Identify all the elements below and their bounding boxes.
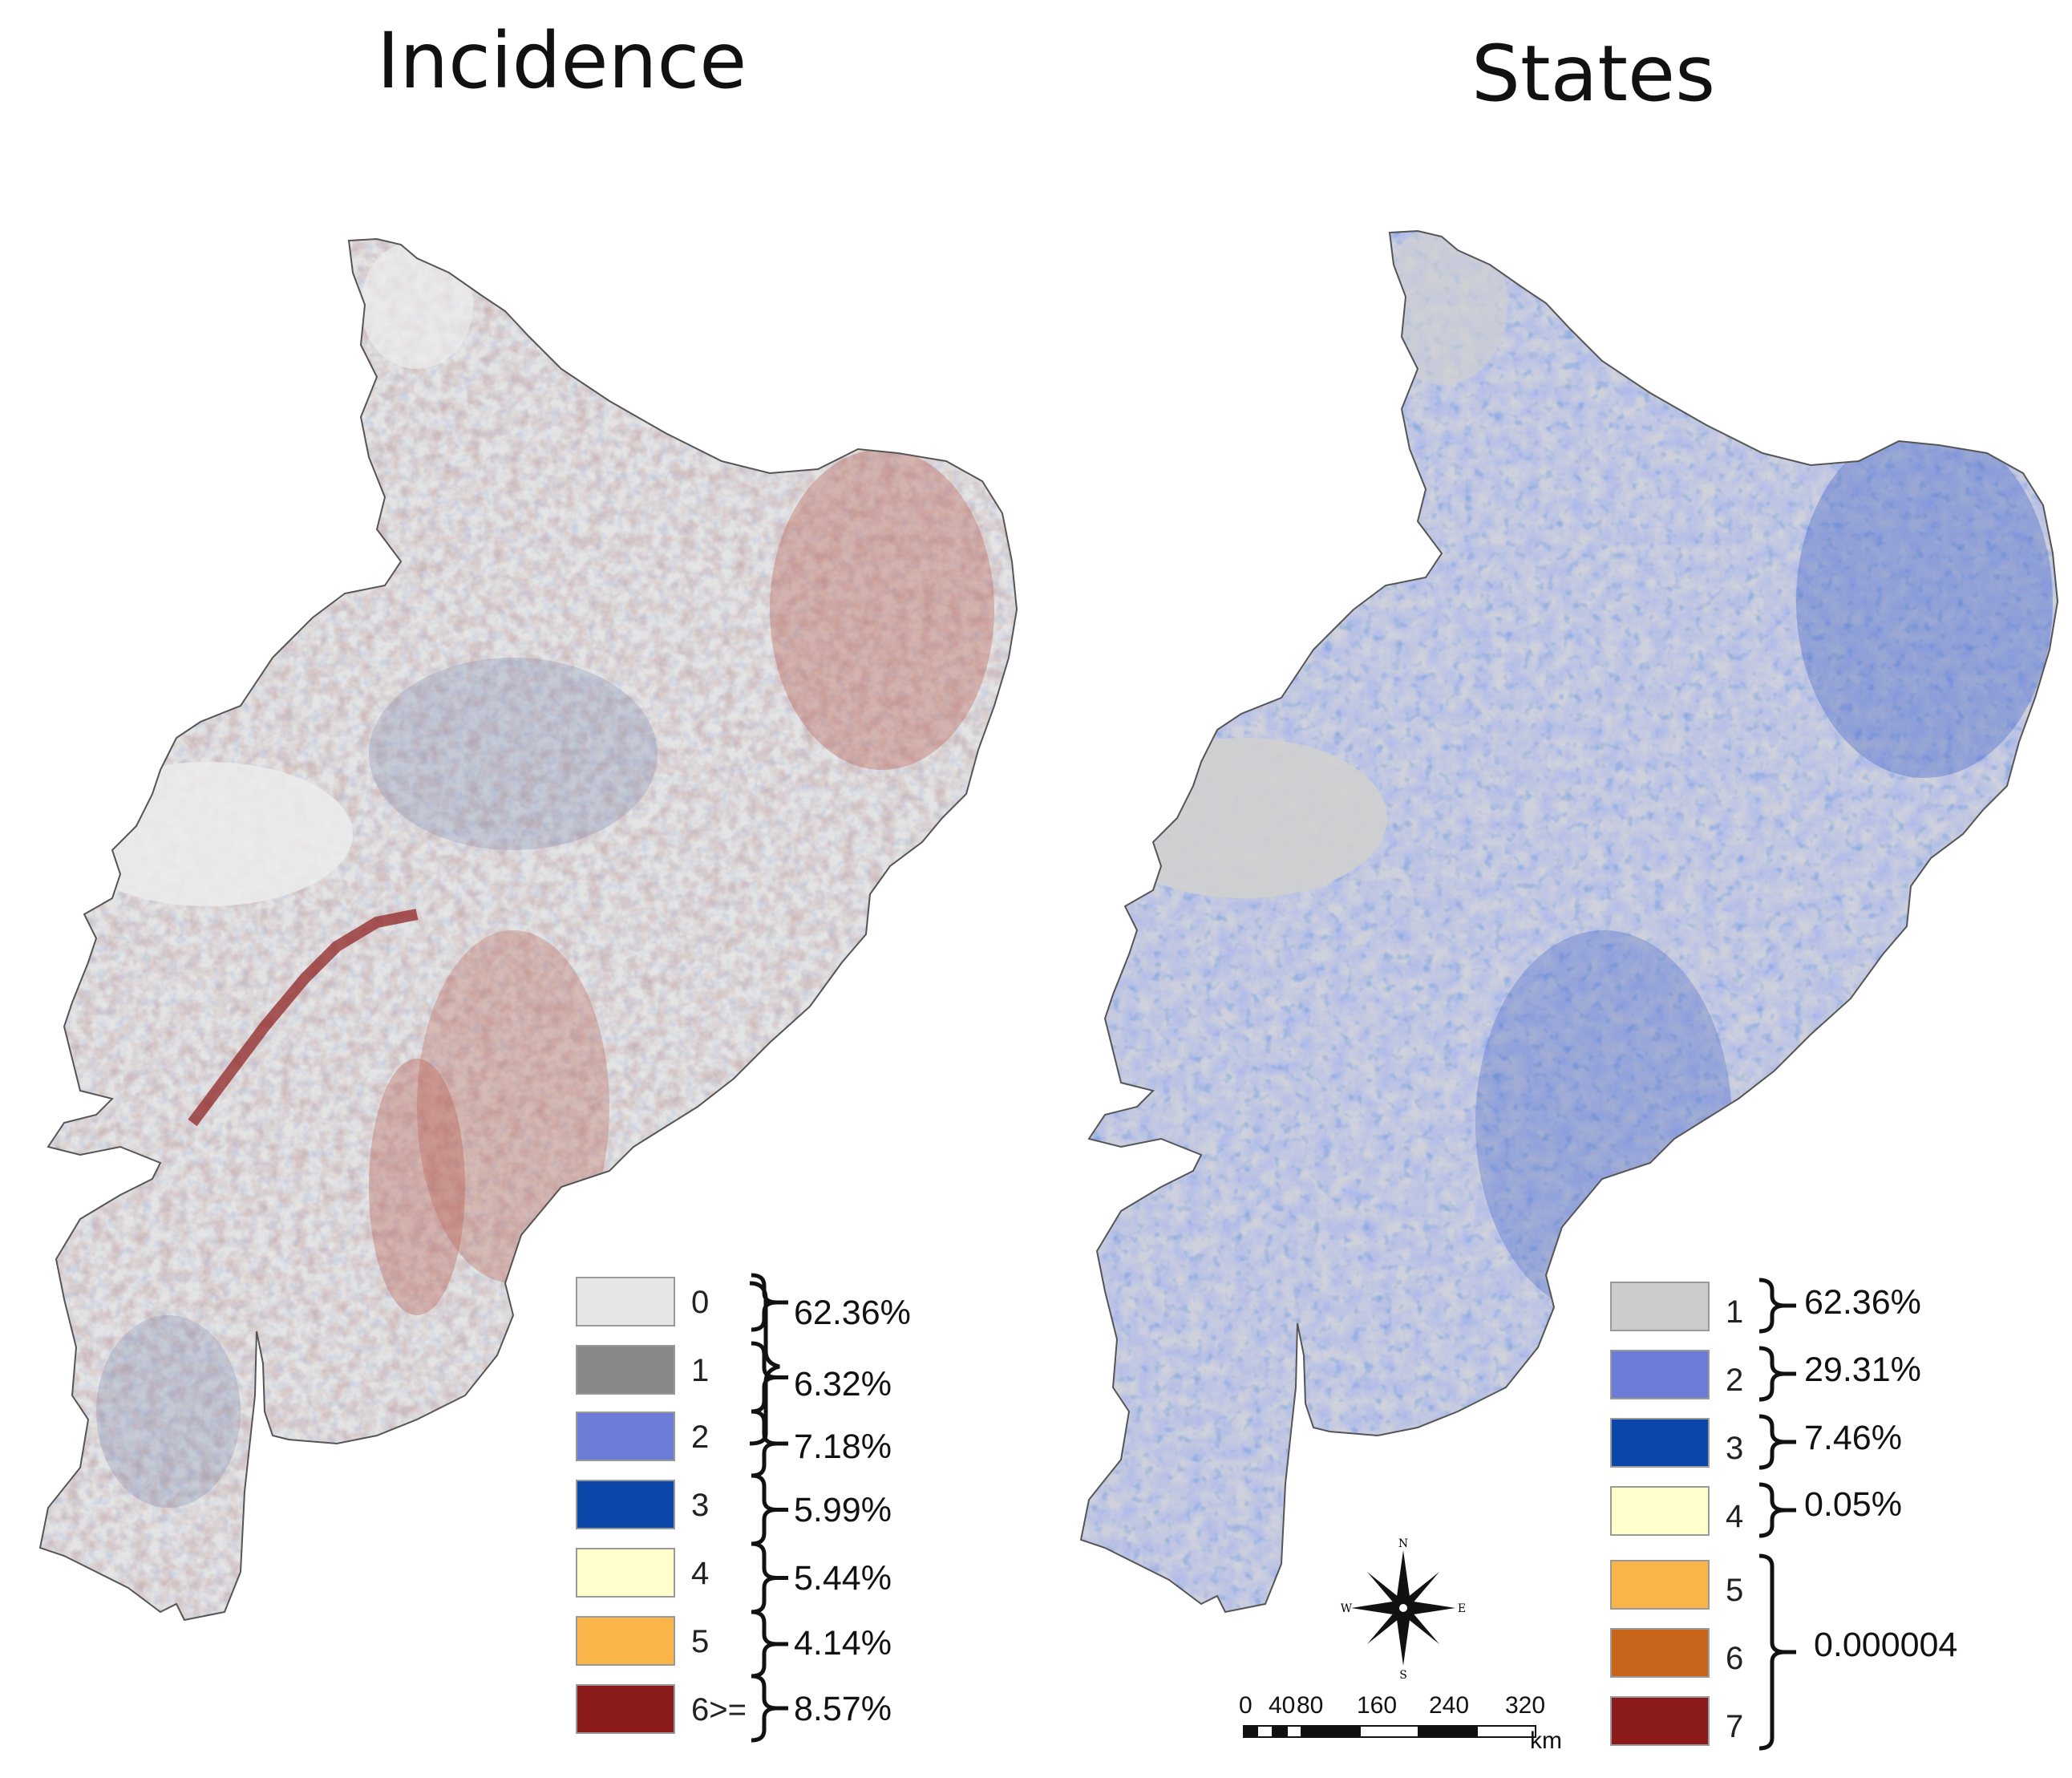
legend-bracket — [751, 1610, 788, 1679]
incidence-map — [39, 238, 1018, 1621]
legend-percentage: 62.36% — [1804, 1283, 1921, 1322]
legend-percentage: 4.14% — [794, 1624, 892, 1663]
scale-unit-label: km — [1530, 1727, 1562, 1754]
scale-tick-label: 0 — [1239, 1692, 1253, 1719]
legend-swatch-4 — [1610, 1560, 1710, 1610]
legend-class-label: 3 — [1726, 1431, 1744, 1466]
legend-class-label: 4 — [1726, 1499, 1744, 1534]
scale-tick-label: 160 — [1357, 1692, 1398, 1719]
scale-tick-label: 320 — [1505, 1692, 1546, 1719]
legend-class-label: 5 — [1726, 1573, 1744, 1608]
legend-swatch-3 — [1610, 1486, 1710, 1536]
legend-class-label: 6>= — [691, 1692, 747, 1727]
legend-percentage: 0.05% — [1804, 1485, 1902, 1524]
scale-bar-graphic — [1243, 1725, 1536, 1738]
legend-bracket — [751, 1674, 788, 1743]
legend-percentage: 7.46% — [1804, 1419, 1902, 1457]
legend-bracket — [1758, 1346, 1796, 1402]
legend-class-label: 4 — [691, 1556, 710, 1591]
scale-bar: 0 40 80 160 240 320 km — [1235, 1684, 1588, 1753]
incidence-title: Incidence — [377, 16, 747, 106]
legend-bracket — [1758, 1278, 1796, 1334]
legend-swatch-1 — [576, 1345, 675, 1395]
legend-swatch-2 — [576, 1411, 675, 1461]
legend-swatch-6 — [1610, 1696, 1710, 1746]
legend-swatch-0 — [1610, 1282, 1710, 1331]
scale-tick-label: 240 — [1429, 1692, 1470, 1719]
legend-percentage: 5.44% — [794, 1559, 892, 1598]
legend-class-label: 6 — [1726, 1641, 1744, 1676]
legend-swatch-5 — [576, 1616, 675, 1666]
north-label: N — [1398, 1537, 1408, 1550]
legend-class-label: 1 — [691, 1353, 710, 1388]
legend-percentage: 29.31% — [1804, 1351, 1921, 1389]
legend-bracket — [751, 1473, 788, 1546]
states-map — [1080, 230, 2058, 1613]
legend-swatch-1 — [1610, 1350, 1710, 1399]
legend-bracket — [751, 1273, 788, 1332]
east-label: E — [1458, 1602, 1466, 1615]
legend-bracket — [751, 1341, 788, 1414]
legend-bracket — [1758, 1482, 1796, 1538]
legend-percentage: 7.18% — [794, 1428, 892, 1466]
legend-bracket — [751, 1541, 788, 1614]
legend-bracket — [751, 1409, 788, 1478]
legend-class-label: 2 — [691, 1420, 710, 1455]
states-title: States — [1471, 29, 1716, 119]
legend-swatch-3 — [576, 1480, 675, 1529]
west-label: W — [1341, 1602, 1353, 1615]
legend-swatch-6 — [576, 1684, 675, 1734]
legend-swatch-2 — [1610, 1418, 1710, 1468]
scale-tick-label: 80 — [1297, 1692, 1324, 1719]
legend-percentage: 62.36% — [794, 1294, 911, 1332]
legend-swatch-0 — [576, 1277, 675, 1326]
legend-percentage: 6.32% — [794, 1365, 892, 1403]
legend-swatch-4 — [576, 1548, 675, 1598]
legend-percentage: 8.57% — [794, 1690, 892, 1728]
legend-class-label: 7 — [1726, 1709, 1744, 1744]
legend-swatch-5 — [1610, 1628, 1710, 1678]
legend-class-label: 2 — [1726, 1363, 1744, 1398]
legend-class-label: 0 — [691, 1285, 710, 1320]
legend-percentage: 0.000004 — [1814, 1626, 1958, 1664]
compass-rose-icon: N S W E — [1341, 1537, 1466, 1680]
south-label: S — [1399, 1669, 1407, 1680]
legend-percentage: 5.99% — [794, 1491, 892, 1529]
legend-bracket — [1758, 1553, 1796, 1751]
legend-class-label: 5 — [691, 1624, 710, 1659]
legend-class-label: 1 — [1726, 1294, 1744, 1330]
legend-class-label: 3 — [691, 1488, 710, 1523]
scale-tick-label: 40 — [1269, 1692, 1296, 1719]
legend-bracket — [1758, 1414, 1796, 1470]
